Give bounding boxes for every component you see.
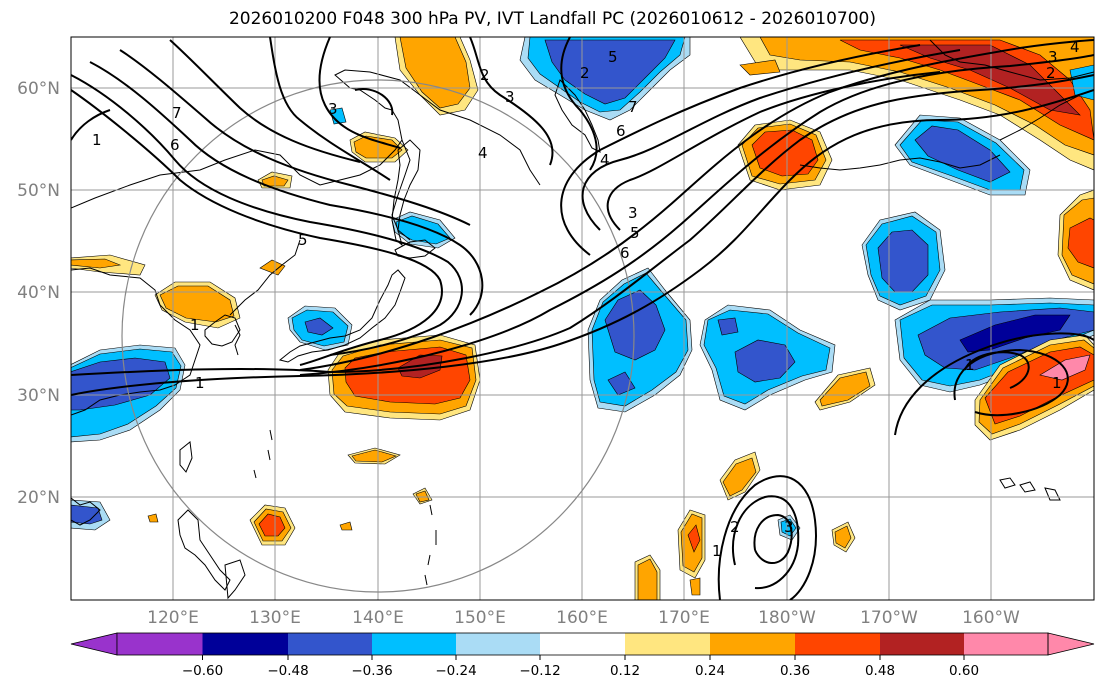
contour-label-1e: 1 <box>965 356 975 374</box>
contour-label-4a: 4 <box>478 144 488 162</box>
colorbar-bin-9 <box>795 633 880 655</box>
contour-label-1c: 1 <box>190 316 200 334</box>
lon-label-170w: 170°W <box>860 608 918 628</box>
colorbar-tick-4: −0.24 <box>435 663 476 679</box>
colorbar-tick-10: 0.60 <box>949 663 979 679</box>
colorbar-bin-8 <box>710 633 795 655</box>
colorbar-bin-3 <box>288 633 372 655</box>
lat-label-30: 30°N <box>17 386 60 406</box>
colorbar-bin-11 <box>964 633 1048 655</box>
contour-label-3b: 3 <box>628 204 638 222</box>
contour-label-1b: 1 <box>1052 374 1062 392</box>
colorbar-bin-6 <box>540 633 625 655</box>
colorbar-bin-5 <box>456 633 540 655</box>
map-title: 2026010200 F048 300 hPa PV, IVT Landfall… <box>228 9 876 29</box>
contour-label-2a: 2 <box>480 66 490 84</box>
contour-label-3a: 3 <box>505 88 515 106</box>
lat-label-50: 50°N <box>17 181 60 201</box>
colorbar-tick-1: −0.60 <box>182 663 223 679</box>
colorbar: −0.60 −0.48 −0.36 −0.24 −0.12 0.12 0.24 … <box>70 632 1095 679</box>
contour-label-2d: 2 <box>580 64 590 82</box>
contour-label-5a: 5 <box>298 231 308 249</box>
lon-label-150e: 150°E <box>454 608 506 628</box>
lat-axis: 60°N 50°N 40°N 30°N 20°N <box>17 79 60 508</box>
contour-label-5b: 5 <box>630 224 640 242</box>
contour-label-3e: 3 <box>784 518 794 536</box>
contour-label-6c: 6 <box>616 122 626 140</box>
lon-label-140e: 140°E <box>352 608 404 628</box>
colorbar-tick-9: 0.48 <box>865 663 895 679</box>
map-frame <box>70 36 1095 601</box>
lon-label-160e: 160°E <box>556 608 608 628</box>
colorbar-tick-8: 0.36 <box>780 663 810 679</box>
lon-label-160w: 160°W <box>962 608 1020 628</box>
lon-label-170e: 170°E <box>658 608 710 628</box>
colorbar-tick-7: 0.24 <box>695 663 725 679</box>
lat-label-20: 20°N <box>17 488 60 508</box>
contour-label-1d: 1 <box>712 542 722 560</box>
coastlines <box>71 39 1094 600</box>
contour-label-7a: 7 <box>172 104 182 122</box>
radius-circle <box>121 79 635 593</box>
map-content: 1 1 1 1 1 1 2 2 2 2 3 3 3 3 3 4 4 4 5 5 … <box>71 37 1094 600</box>
colorbar-bin-2 <box>202 633 288 655</box>
contour-label-5c: 5 <box>608 48 618 66</box>
lon-label-130e: 130°E <box>249 608 301 628</box>
contour-label-2c: 2 <box>730 518 740 536</box>
colorbar-tick-5: −0.12 <box>519 663 560 679</box>
contour-label-4c: 4 <box>1070 38 1080 56</box>
contour-label-1a: 1 <box>195 374 205 392</box>
contour-label-6a: 6 <box>170 136 180 154</box>
colorbar-extend-low <box>70 632 118 656</box>
colorbar-ticks <box>202 655 965 660</box>
colorbar-tick-6: 0.12 <box>610 663 640 679</box>
contour-label-3c: 3 <box>1048 48 1058 66</box>
contour-label-7b: 7 <box>628 98 638 116</box>
contour-label-4b: 4 <box>600 151 610 169</box>
lon-label-180w: 180°W <box>758 608 816 628</box>
colorbar-tick-2: −0.48 <box>267 663 308 679</box>
contour-label-1f: 1 <box>92 131 102 149</box>
colorbar-bin-4 <box>372 633 456 655</box>
colorbar-bin-10 <box>880 633 964 655</box>
pv-contours <box>71 37 1094 600</box>
contour-label-3d: 3 <box>328 100 338 118</box>
lon-axis: 120°E 130°E 140°E 150°E 160°E 170°E 180°… <box>147 608 1020 628</box>
colorbar-bin-1 <box>117 633 203 655</box>
lon-label-120e: 120°E <box>147 608 199 628</box>
contour-label-2b: 2 <box>1046 64 1056 82</box>
lat-label-60: 60°N <box>17 79 60 99</box>
colorbar-extend-high <box>1047 632 1095 656</box>
contour-label-6b: 6 <box>620 244 630 262</box>
colorbar-tick-3: −0.36 <box>351 663 392 679</box>
colorbar-frame <box>116 632 1049 656</box>
lat-label-40: 40°N <box>17 283 60 303</box>
colorbar-bin-7 <box>625 633 710 655</box>
contour-labels: 1 1 1 1 1 1 2 2 2 2 3 3 3 3 3 4 4 4 5 5 … <box>92 38 1080 560</box>
